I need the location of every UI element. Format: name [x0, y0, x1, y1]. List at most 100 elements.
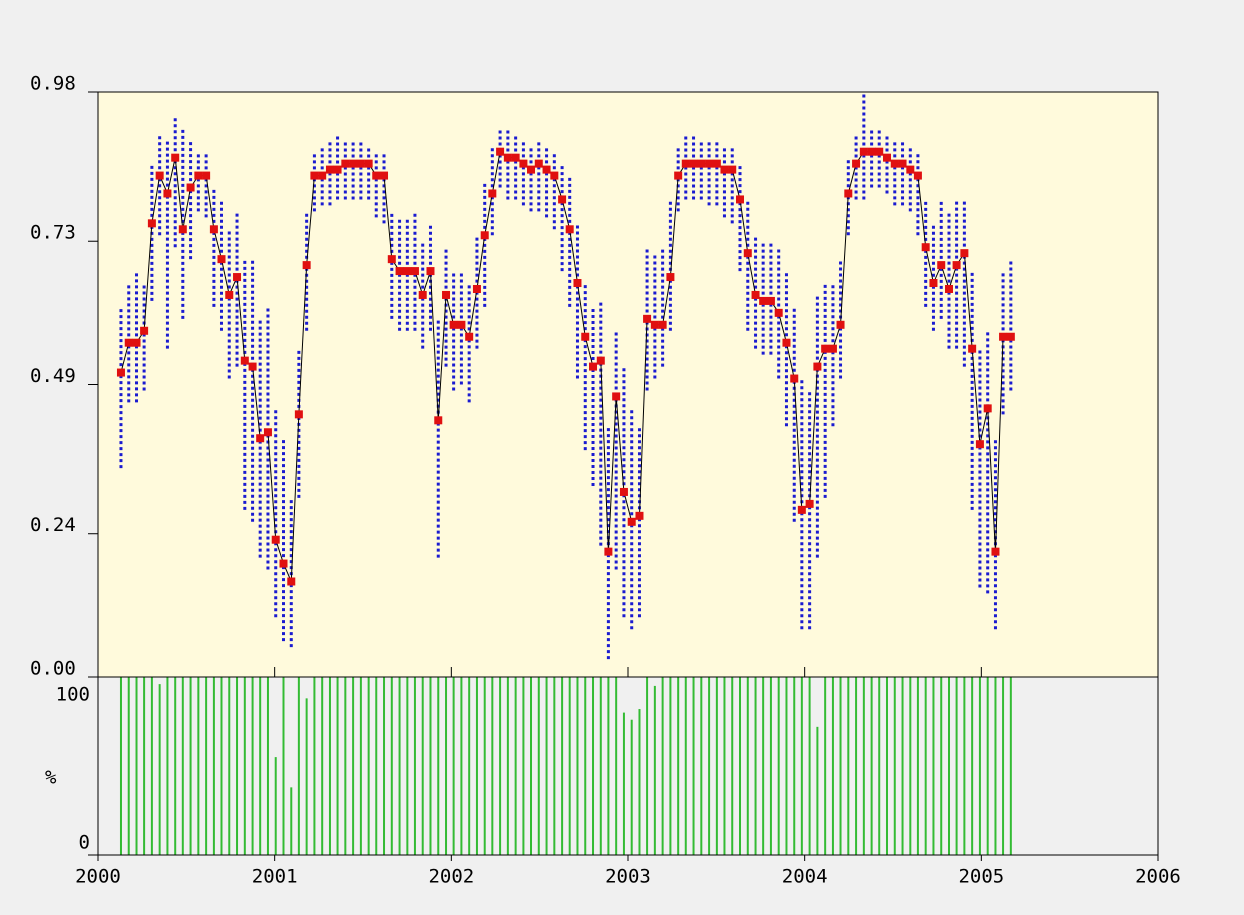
mean-marker: [147, 219, 156, 228]
bar: [228, 677, 231, 855]
bar: [259, 677, 262, 855]
bar: [901, 677, 904, 855]
mean-marker: [882, 153, 891, 162]
y-tick-label: 0.98: [30, 73, 76, 95]
mean-marker: [736, 195, 745, 204]
bar: [174, 677, 177, 855]
mean-marker: [782, 338, 791, 347]
bar: [375, 677, 378, 855]
bar: [723, 677, 726, 855]
mean-marker: [233, 273, 242, 282]
bar: [630, 719, 633, 855]
x-tick-label: 2000: [75, 866, 121, 888]
y-tick-label: 100: [56, 684, 90, 706]
bar: [824, 677, 827, 855]
mean-marker: [457, 320, 466, 329]
bar: [383, 677, 386, 855]
bar: [359, 677, 362, 855]
mean-marker: [797, 505, 806, 514]
bar: [452, 677, 455, 855]
mean-marker: [550, 171, 559, 180]
x-tick-label: 2006: [1135, 866, 1181, 888]
mean-marker: [697, 159, 706, 168]
mean-marker: [666, 273, 675, 282]
bar: [514, 677, 517, 855]
mean-marker: [380, 171, 389, 180]
bar: [684, 677, 687, 855]
bar: [885, 677, 888, 855]
mean-marker: [627, 517, 636, 526]
mean-marker: [116, 368, 125, 377]
bar: [816, 726, 819, 855]
bar: [932, 677, 935, 855]
bar: [499, 677, 502, 855]
bar: [978, 677, 981, 855]
mean-marker: [968, 344, 977, 353]
bar: [313, 677, 316, 855]
mean-marker: [960, 249, 969, 258]
mean-marker: [209, 225, 218, 234]
mean-marker: [287, 577, 296, 586]
bar: [437, 677, 440, 855]
mean-marker: [449, 320, 458, 329]
mean-marker: [844, 189, 853, 198]
bar: [344, 677, 347, 855]
mean-marker: [418, 290, 427, 299]
mean-marker: [1006, 332, 1015, 341]
mean-marker: [302, 261, 311, 270]
bar: [615, 677, 618, 855]
mean-marker: [155, 171, 164, 180]
mean-marker: [720, 165, 729, 174]
bar: [1002, 677, 1005, 855]
mean-marker: [263, 428, 272, 437]
mean-marker: [511, 153, 520, 162]
mean-marker: [271, 535, 280, 544]
mean-marker: [596, 356, 605, 365]
bar: [491, 677, 494, 855]
mean-marker: [890, 159, 899, 168]
mean-marker: [898, 159, 907, 168]
bar: [166, 677, 169, 855]
mean-marker: [589, 362, 598, 371]
bar: [568, 677, 571, 855]
bar: [955, 677, 958, 855]
mean-marker: [813, 362, 822, 371]
bar: [135, 677, 138, 855]
y-tick-label: 0.00: [30, 658, 76, 680]
mean-marker: [921, 243, 930, 252]
bar: [986, 677, 989, 855]
mean-marker: [828, 344, 837, 353]
mean-marker: [279, 559, 288, 568]
bar: [847, 677, 850, 855]
bar: [785, 677, 788, 855]
mean-marker: [643, 314, 652, 323]
y-tick-label: 0.49: [30, 365, 76, 387]
mean-marker: [426, 267, 435, 276]
y-tick-label: 0: [79, 832, 90, 854]
bar: [909, 677, 912, 855]
mean-marker: [434, 416, 443, 425]
bar: [692, 677, 695, 855]
mean-marker: [527, 165, 536, 174]
mean-marker: [163, 189, 172, 198]
bar: [266, 677, 269, 855]
mean-marker: [217, 255, 226, 264]
bar: [243, 677, 246, 855]
mean-marker: [859, 147, 868, 156]
mean-marker: [681, 159, 690, 168]
bar: [839, 677, 842, 855]
mean-marker: [364, 159, 373, 168]
mean-marker: [658, 320, 667, 329]
mean-marker: [821, 344, 830, 353]
mean-marker: [387, 255, 396, 264]
mean-marker: [836, 320, 845, 329]
bar: [181, 677, 184, 855]
mean-marker: [410, 267, 419, 276]
bar: [576, 677, 579, 855]
bar: [251, 677, 254, 855]
bar: [321, 677, 324, 855]
bar: [406, 677, 409, 855]
mean-marker: [751, 290, 760, 299]
bar: [445, 677, 448, 855]
